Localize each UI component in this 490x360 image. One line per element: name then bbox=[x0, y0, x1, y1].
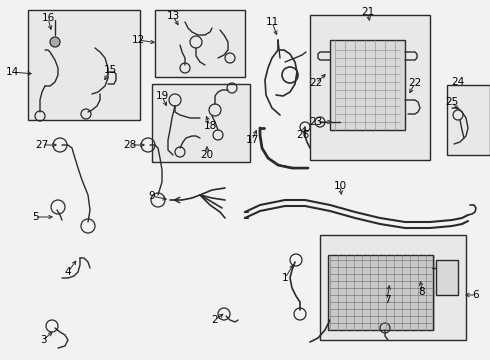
Text: 23: 23 bbox=[309, 117, 322, 127]
Bar bbox=[155, 10, 245, 77]
Text: 22: 22 bbox=[408, 78, 421, 88]
Text: 4: 4 bbox=[65, 267, 72, 277]
Circle shape bbox=[50, 37, 60, 47]
Bar bbox=[152, 84, 250, 162]
Bar bbox=[320, 235, 466, 340]
Text: 15: 15 bbox=[103, 65, 117, 75]
Text: 6: 6 bbox=[473, 290, 479, 300]
Text: 27: 27 bbox=[35, 140, 49, 150]
Text: 10: 10 bbox=[333, 181, 346, 191]
Bar bbox=[310, 15, 430, 160]
Bar bbox=[330, 40, 405, 130]
Text: 14: 14 bbox=[5, 67, 19, 77]
Text: 13: 13 bbox=[167, 11, 180, 21]
Text: 1: 1 bbox=[282, 273, 288, 283]
Text: 11: 11 bbox=[266, 17, 279, 27]
Text: 12: 12 bbox=[131, 35, 145, 45]
Text: 21: 21 bbox=[362, 7, 375, 17]
Bar bbox=[28, 10, 140, 120]
Bar bbox=[447, 85, 490, 155]
Text: 28: 28 bbox=[123, 140, 137, 150]
Text: 20: 20 bbox=[200, 150, 214, 160]
Text: 5: 5 bbox=[32, 212, 38, 222]
Text: 25: 25 bbox=[445, 97, 459, 107]
Bar bbox=[328, 255, 433, 330]
Text: 22: 22 bbox=[309, 78, 322, 88]
Bar bbox=[436, 260, 458, 295]
Text: 3: 3 bbox=[40, 335, 47, 345]
Text: 18: 18 bbox=[203, 121, 217, 131]
Text: 24: 24 bbox=[451, 77, 465, 87]
Text: 2: 2 bbox=[212, 315, 219, 325]
Text: 19: 19 bbox=[155, 91, 169, 101]
Text: 8: 8 bbox=[418, 287, 425, 297]
Text: 16: 16 bbox=[41, 13, 54, 23]
Text: 17: 17 bbox=[245, 135, 259, 145]
Text: 9: 9 bbox=[148, 191, 155, 201]
Text: 7: 7 bbox=[384, 295, 391, 305]
Text: 26: 26 bbox=[296, 130, 310, 140]
